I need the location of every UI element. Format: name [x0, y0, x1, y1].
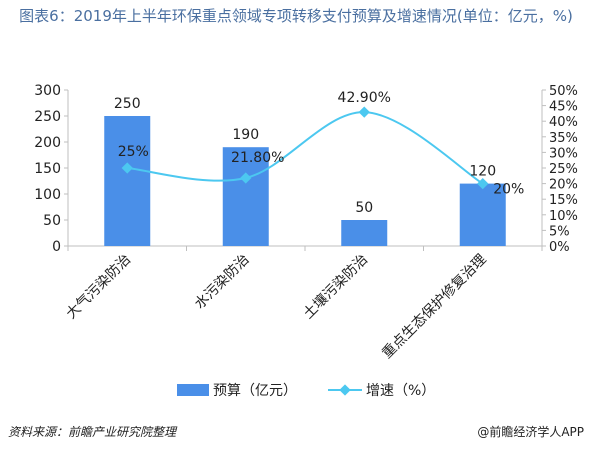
y2-tick-label: 10%	[549, 209, 578, 224]
bar	[222, 147, 269, 246]
legend-line-label: 增速（%）	[366, 383, 435, 399]
y2-tick-label: 40%	[549, 115, 578, 130]
y2-tick-label: 45%	[549, 100, 578, 115]
chart-title: 图表6：2019年上半年环保重点领域专项转移支付预算及增速情况(单位：亿元，%)	[19, 7, 573, 25]
y-tick-label: 300	[34, 83, 61, 99]
y-tick-label: 100	[34, 187, 61, 203]
bar	[341, 220, 388, 246]
x-category-label: 大气污染防治	[63, 252, 134, 323]
line-value-label: 21.80%	[231, 150, 284, 166]
line-point	[240, 172, 252, 184]
y2-tick-label: 15%	[549, 193, 578, 208]
source-note: 资料来源：前瞻产业研究院整理	[8, 425, 177, 439]
x-category-label: 土壤污染防治	[300, 251, 371, 322]
line-value-label: 20%	[493, 182, 524, 198]
y2-tick-label: 5%	[549, 224, 570, 239]
bar-value-label: 50	[355, 200, 373, 216]
line-value-label: 42.90%	[338, 90, 391, 106]
y2-tick-label: 35%	[549, 131, 578, 146]
legend-bar-label: 预算（亿元）	[213, 383, 297, 399]
bar-value-label: 120	[469, 164, 496, 180]
line-point	[358, 106, 370, 118]
footer: 资料来源：前瞻产业研究院整理 @前瞻经济学人APP	[0, 415, 592, 449]
x-category-label: 重点生态保护修复治理	[379, 251, 490, 362]
y2-tick-label: 20%	[549, 178, 578, 193]
bar	[104, 116, 151, 246]
growth-line	[127, 111, 484, 185]
y-tick-label: 50	[43, 213, 61, 229]
bar-value-label: 190	[232, 127, 259, 143]
line-point	[477, 177, 489, 190]
bar-value-label: 250	[114, 96, 141, 112]
y2-tick-label: 50%	[549, 84, 578, 99]
bar	[459, 183, 506, 246]
y2-tick-label: 30%	[549, 146, 578, 161]
x-category-label: 水污染防治	[192, 252, 253, 313]
y-tick-label: 150	[34, 161, 61, 177]
brand-credit: @前瞻经济学人APP	[477, 425, 584, 439]
legend-bar-swatch	[177, 384, 209, 396]
y-tick-label: 0	[52, 239, 61, 255]
y-tick-label: 200	[34, 135, 61, 151]
y2-tick-label: 25%	[549, 162, 578, 177]
y-tick-label: 250	[34, 109, 61, 125]
legend-line-marker	[339, 384, 351, 396]
line-value-label: 25%	[118, 144, 149, 160]
y2-tick-label: 0%	[549, 240, 570, 255]
